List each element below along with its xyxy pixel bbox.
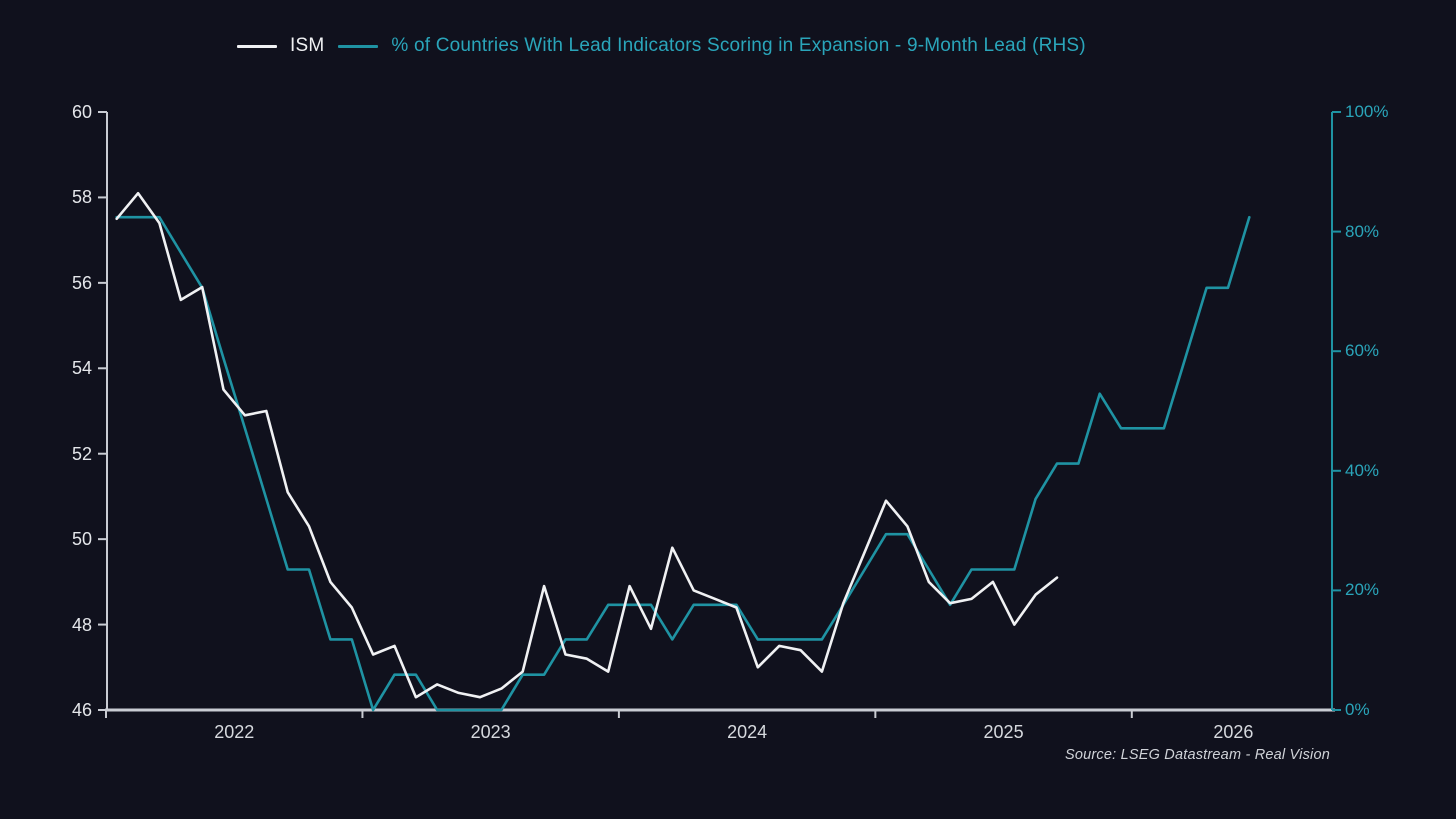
legend-item-expansion: % of Countries With Lead Indicators Scor… (338, 35, 1086, 57)
x-axis-year-label-2025: 2025 (983, 722, 1024, 742)
right-axis-label-60%: 60% (1345, 341, 1380, 361)
legend-item-ism: ISM (237, 35, 324, 57)
right-axis-label-80%: 80% (1345, 221, 1380, 241)
x-axis-year-label-2022: 2022 (214, 722, 255, 742)
expansion-line-swatch-icon (338, 44, 379, 48)
source-note: Source: LSEG Datastream - Real Vision (1064, 747, 1330, 763)
left-axis-label-48: 48 (71, 614, 92, 635)
left-axis-label-46: 46 (71, 700, 92, 720)
ism-line (115, 191, 1059, 699)
x-axis-year-label-2023: 2023 (470, 722, 511, 742)
right-axis-label-0%: 0% (1345, 700, 1370, 719)
left-axis-label-54: 54 (71, 358, 92, 379)
expansion-line (115, 215, 1251, 712)
x-axis-year-label-2026: 2026 (1213, 722, 1254, 742)
left-axis-label-50: 50 (71, 529, 92, 550)
left-axis-label-58: 58 (71, 187, 92, 208)
right-axis-label-100%: 100% (1345, 102, 1389, 121)
legend-label-expansion: % of Countries With Lead Indicators Scor… (391, 35, 1086, 56)
left-axis-label-52: 52 (71, 443, 92, 464)
x-axis-year-label-2024: 2024 (727, 722, 768, 742)
left-axis-label-60: 60 (71, 102, 92, 122)
right-axis-label-40%: 40% (1345, 460, 1380, 480)
legend-label-ism: ISM (290, 35, 325, 56)
ism-line-swatch-icon (237, 44, 277, 48)
left-axis-label-56: 56 (71, 272, 92, 293)
chart-legend: ISM % of Countries With Lead Indicators … (237, 34, 1086, 58)
right-axis-label-20%: 20% (1345, 580, 1380, 600)
